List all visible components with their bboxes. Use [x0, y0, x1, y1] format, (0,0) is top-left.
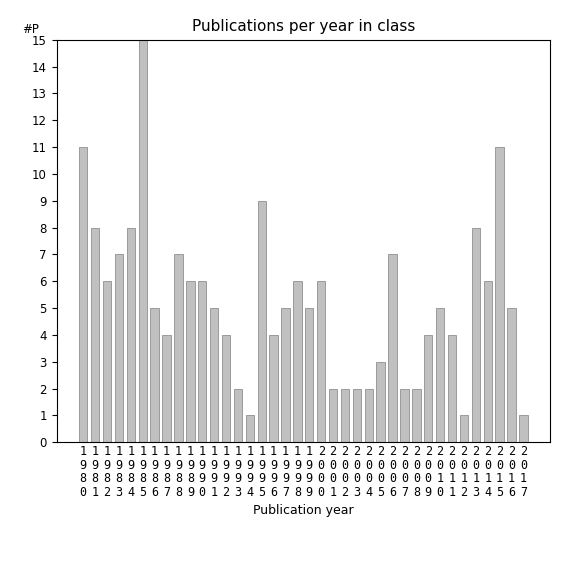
Bar: [138, 40, 147, 442]
Bar: [162, 335, 171, 442]
Bar: [496, 147, 503, 442]
Bar: [210, 308, 218, 442]
Bar: [234, 388, 242, 442]
Bar: [460, 416, 468, 442]
Bar: [281, 308, 290, 442]
Bar: [412, 388, 421, 442]
Bar: [269, 335, 278, 442]
Bar: [353, 388, 361, 442]
Bar: [126, 227, 135, 442]
Bar: [317, 281, 325, 442]
Bar: [91, 227, 99, 442]
Bar: [507, 308, 515, 442]
Bar: [424, 335, 433, 442]
Bar: [329, 388, 337, 442]
Bar: [186, 281, 194, 442]
Bar: [519, 416, 527, 442]
Bar: [436, 308, 445, 442]
Bar: [222, 335, 230, 442]
Bar: [341, 388, 349, 442]
Bar: [246, 416, 254, 442]
Bar: [79, 147, 87, 442]
Bar: [376, 362, 385, 442]
Bar: [472, 227, 480, 442]
Title: Publications per year in class: Publications per year in class: [192, 19, 415, 35]
Bar: [257, 201, 266, 442]
Bar: [365, 388, 373, 442]
Text: #P: #P: [22, 23, 39, 36]
Bar: [484, 281, 492, 442]
X-axis label: Publication year: Publication year: [253, 504, 354, 517]
Bar: [174, 255, 183, 442]
Bar: [305, 308, 314, 442]
Bar: [198, 281, 206, 442]
Bar: [400, 388, 409, 442]
Bar: [115, 255, 123, 442]
Bar: [388, 255, 397, 442]
Bar: [448, 335, 456, 442]
Bar: [293, 281, 302, 442]
Bar: [103, 281, 111, 442]
Bar: [150, 308, 159, 442]
